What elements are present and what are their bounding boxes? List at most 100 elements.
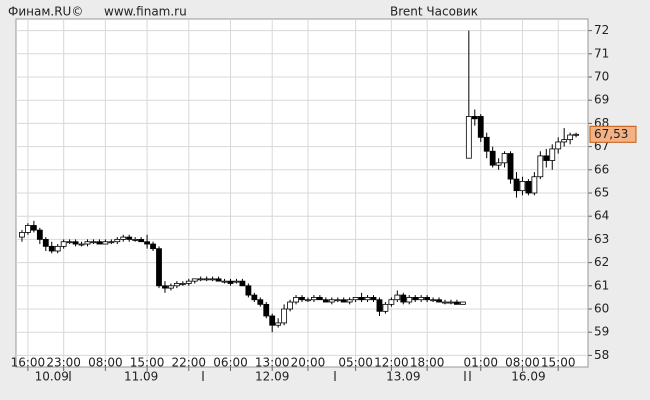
candle-body bbox=[269, 315, 276, 326]
candle-body bbox=[567, 134, 574, 141]
candle-body bbox=[197, 278, 204, 281]
candle-body bbox=[185, 280, 192, 284]
candle-body bbox=[215, 278, 222, 282]
candle-body bbox=[120, 236, 127, 240]
y-tick-label: 71 bbox=[594, 46, 609, 60]
y-tick-label: 62 bbox=[594, 255, 609, 269]
candle-body bbox=[477, 116, 484, 138]
candle-body bbox=[30, 225, 37, 231]
candle-body bbox=[459, 301, 466, 305]
candle-body bbox=[179, 283, 186, 285]
candle-body bbox=[209, 278, 216, 281]
candle-body bbox=[418, 296, 425, 301]
y-tick-label: 70 bbox=[594, 70, 609, 84]
x-tick-label: 22:00 bbox=[171, 356, 206, 370]
candle-body bbox=[424, 296, 431, 301]
x-tick-label: 20:00 bbox=[291, 356, 326, 370]
x-tick-label: 15:00 bbox=[130, 356, 165, 370]
date-label: 16.09 bbox=[511, 370, 545, 384]
candle-body bbox=[102, 241, 109, 245]
y-tick-label: 66 bbox=[594, 162, 609, 176]
candle-body bbox=[132, 238, 139, 241]
date-label: 12.09 bbox=[255, 370, 289, 384]
candle-body bbox=[442, 301, 448, 304]
candle-body bbox=[257, 299, 264, 305]
y-tick-label: 64 bbox=[594, 209, 609, 223]
last-price-label: 67,53 bbox=[594, 127, 628, 141]
candle-body bbox=[483, 136, 490, 152]
candle-body bbox=[316, 296, 323, 301]
candle-body bbox=[436, 299, 442, 303]
candle-body bbox=[394, 294, 401, 301]
candle-body bbox=[489, 150, 496, 166]
y-tick-label: 60 bbox=[594, 302, 609, 316]
candle-body bbox=[412, 296, 419, 301]
candle-body bbox=[358, 296, 365, 301]
candle-body bbox=[561, 139, 568, 143]
x-tick-label: 15:00 bbox=[541, 356, 576, 370]
candle-body bbox=[555, 141, 562, 150]
candle-body bbox=[54, 245, 61, 252]
candle-body bbox=[352, 296, 359, 301]
site: www.finam.ru bbox=[104, 5, 187, 19]
chart-title: Brent Часовик bbox=[390, 5, 478, 19]
candle-body bbox=[48, 245, 55, 252]
candle-body bbox=[126, 236, 133, 240]
date-label: 13.09 bbox=[386, 370, 420, 384]
candle-body bbox=[251, 294, 258, 301]
candle-body bbox=[454, 301, 460, 305]
candle-body bbox=[263, 303, 270, 317]
y-tick-label: 61 bbox=[594, 278, 609, 292]
candle-body bbox=[543, 155, 550, 161]
candle-body bbox=[430, 299, 436, 302]
candle-body bbox=[191, 278, 198, 282]
y-tick-label: 69 bbox=[594, 93, 609, 107]
candle-body bbox=[388, 299, 395, 305]
candle-body bbox=[162, 285, 168, 289]
candle-body bbox=[150, 243, 156, 250]
candle-body bbox=[138, 238, 145, 243]
candle-body bbox=[203, 278, 210, 281]
candle-body bbox=[287, 301, 293, 310]
candle-body bbox=[233, 280, 240, 283]
y-tick-label: 65 bbox=[594, 186, 609, 200]
candle-body bbox=[346, 299, 353, 303]
candle-body bbox=[293, 296, 299, 303]
x-tick-label: 01:00 bbox=[463, 356, 498, 370]
candle-body bbox=[471, 116, 478, 120]
candle-body bbox=[275, 322, 282, 326]
candle-body bbox=[448, 301, 454, 304]
x-tick-label: 12:00 bbox=[374, 356, 409, 370]
candle-body bbox=[42, 238, 49, 247]
candle-body bbox=[537, 155, 544, 178]
candle-body bbox=[144, 241, 150, 245]
candle-body bbox=[519, 180, 526, 192]
candle-body bbox=[78, 243, 85, 246]
x-tick-label: 13:00 bbox=[255, 356, 290, 370]
x-tick-label: 23:00 bbox=[46, 356, 81, 370]
candle-body bbox=[19, 232, 25, 238]
x-tick-label: 08:00 bbox=[88, 356, 123, 370]
x-tick-label: 16:00 bbox=[11, 356, 46, 370]
x-tick-label: 06:00 bbox=[213, 356, 248, 370]
candle-body bbox=[495, 162, 502, 166]
candle-body bbox=[340, 299, 347, 303]
candle-body bbox=[322, 299, 329, 303]
candle-body bbox=[168, 285, 174, 289]
candle-body bbox=[281, 308, 288, 324]
candle-body bbox=[525, 180, 532, 194]
candle-body bbox=[305, 299, 311, 302]
candle-body bbox=[72, 241, 79, 245]
candle-body bbox=[114, 238, 121, 243]
candle-body bbox=[507, 153, 514, 180]
candle-body bbox=[173, 283, 180, 287]
candle-body bbox=[364, 296, 371, 301]
candle-body bbox=[311, 296, 317, 301]
candle-body bbox=[84, 241, 91, 245]
candle-body bbox=[66, 241, 73, 244]
candle-body bbox=[60, 241, 67, 247]
candle-body bbox=[299, 296, 305, 301]
candle-body bbox=[36, 229, 43, 240]
